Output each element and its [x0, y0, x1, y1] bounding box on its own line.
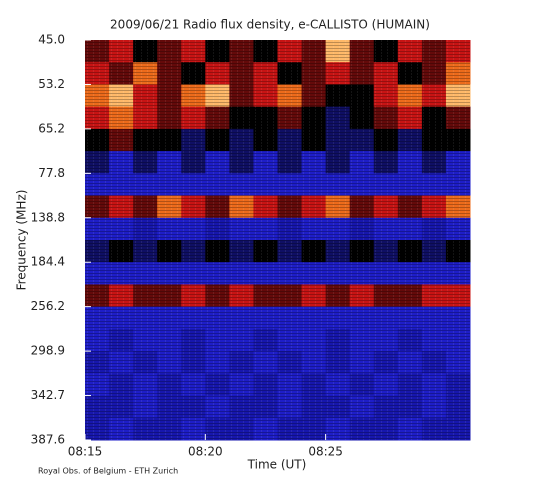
y-tick-label: 184.4	[31, 255, 65, 269]
y-tick-label: 298.9	[31, 344, 65, 358]
y-tick-label: 65.2	[38, 121, 65, 135]
y-tick-label: 138.8	[31, 210, 65, 224]
footer: Royal Obs. of Belgium - ETH Zurich	[38, 467, 178, 476]
y-tick-label: 342.7	[31, 388, 65, 402]
texture	[85, 40, 470, 440]
x-tick-label: 08:20	[188, 445, 223, 459]
y-tick-label: 256.2	[31, 299, 65, 313]
chart-title: 2009/06/21 Radio flux density, e-CALLIST…	[110, 18, 430, 32]
x-tick-label: 08:25	[308, 445, 343, 459]
y-tick-label: 387.6	[31, 433, 65, 447]
y-tick-label: 53.2	[38, 77, 65, 91]
y-axis-title: Frequency (MHz)	[15, 190, 29, 291]
x-tick-label: 08:15	[68, 445, 103, 459]
y-tick-label: 77.8	[38, 166, 65, 180]
y-tick-label: 45.0	[38, 33, 65, 47]
axes: 08:15 08:20 08:25 45.0 53.2 65.2 77.8 138.8 184.…	[31, 33, 343, 459]
x-axis-title: Time (UT)	[247, 458, 307, 472]
